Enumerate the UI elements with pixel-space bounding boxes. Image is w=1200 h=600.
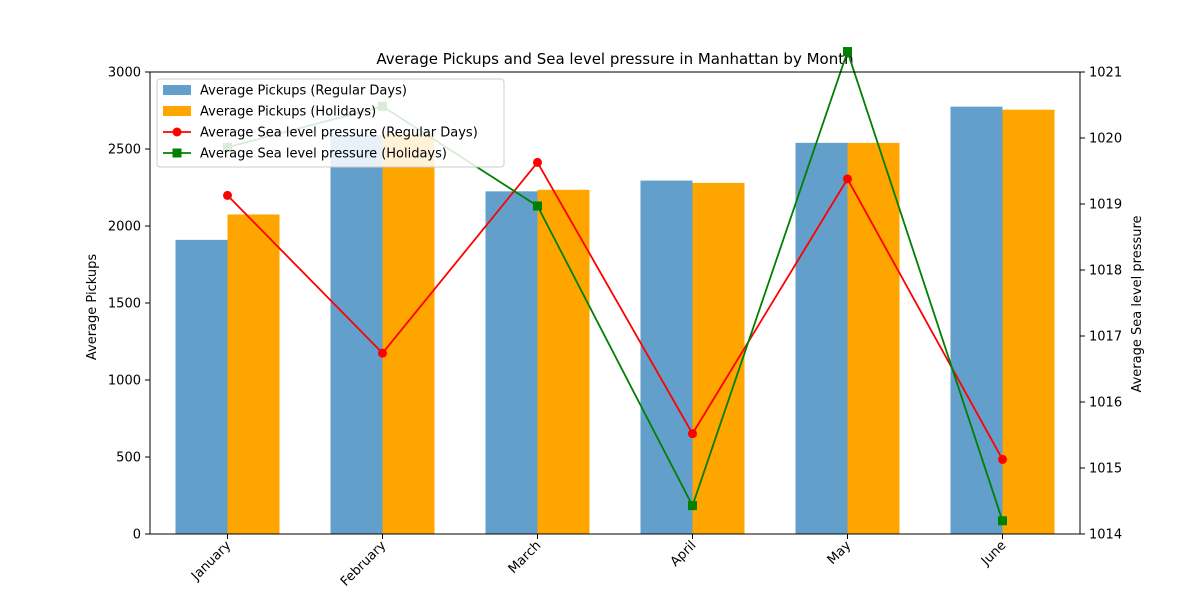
x-tick-label-2: March — [506, 538, 545, 577]
legend-box — [156, 78, 505, 168]
bar-regular-0 — [175, 239, 228, 535]
x-tick-label-5: June — [978, 538, 1009, 569]
bar-holidays-3 — [692, 182, 745, 534]
y-tick-label-4: 2000 — [108, 220, 141, 235]
legend-label-line-holidays: Average Sea level pressure (Holidays) — [200, 147, 447, 162]
y2-tick-label-1: 1015 — [1089, 462, 1122, 477]
y-tick-label-5: 2500 — [108, 143, 141, 158]
y2-tick-label-3: 1017 — [1089, 330, 1122, 345]
legend-swatch-bar-regular — [163, 85, 191, 95]
bar-regular-1 — [330, 135, 383, 534]
pressure-point-holidays-2 — [533, 201, 542, 211]
bar-holidays-1 — [382, 133, 435, 534]
y-tick-label-1: 500 — [116, 451, 141, 466]
legend-label-bar-regular: Average Pickups (Regular Days) — [200, 84, 407, 99]
legend-marker-holidays — [172, 148, 182, 158]
x-tick-label-4: May — [825, 538, 855, 568]
legend: Average Pickups (Regular Days) Average Pi… — [156, 78, 505, 168]
bar-holidays-4 — [847, 142, 900, 534]
y2-tick-label-2: 1016 — [1089, 396, 1122, 411]
pressure-point-regular-3 — [688, 429, 697, 439]
bar-regular-5 — [950, 106, 1003, 535]
bars-layer — [175, 106, 1055, 535]
y-tick-label-0: 0 — [133, 528, 141, 543]
legend-swatch-bar-holidays — [163, 106, 191, 116]
y2-tick-label-7: 1021 — [1089, 66, 1122, 81]
legend-label-bar-holidays: Average Pickups (Holidays) — [200, 105, 376, 120]
y-axis-label: Average Pickups — [85, 254, 100, 360]
pressure-point-regular-1 — [378, 348, 387, 358]
pressure-point-regular-2 — [533, 157, 542, 167]
pressure-point-holidays-3 — [688, 501, 697, 511]
bar-holidays-2 — [537, 189, 590, 534]
y2-axis-label: Average Sea level pressure — [1130, 215, 1145, 392]
bar-regular-2 — [485, 191, 538, 534]
x-tick-label-0: January — [188, 538, 234, 584]
y2-tick-label-6: 1020 — [1089, 132, 1122, 147]
x-tick-label-1: February — [338, 538, 390, 590]
bar-holidays-0 — [227, 214, 280, 534]
y2-tick-label-0: 1014 — [1089, 528, 1122, 543]
bar-regular-4 — [795, 142, 848, 534]
pressure-point-regular-5 — [998, 454, 1007, 464]
pressure-point-regular-4 — [843, 174, 852, 184]
pressure-point-holidays-5 — [998, 516, 1007, 526]
pressure-line-regular — [226, 160, 1004, 460]
x-tick-label-3: April — [668, 538, 700, 570]
legend-marker-regular — [172, 127, 182, 137]
chart-title: Average Pickups and Sea level pressure i… — [376, 50, 853, 68]
y2-tick-label-5: 1019 — [1089, 198, 1122, 213]
y-tick-label-3: 1500 — [108, 297, 141, 312]
y-tick-label-6: 3000 — [108, 66, 141, 81]
pressure-point-holidays-4 — [843, 47, 852, 57]
bar-holidays-5 — [1002, 109, 1055, 534]
legend-label-line-regular: Average Sea level pressure (Regular Days… — [200, 126, 478, 141]
pressure-point-regular-0 — [223, 190, 232, 200]
y-tick-label-2: 1000 — [108, 374, 141, 389]
y2-tick-label-4: 1018 — [1089, 264, 1122, 279]
